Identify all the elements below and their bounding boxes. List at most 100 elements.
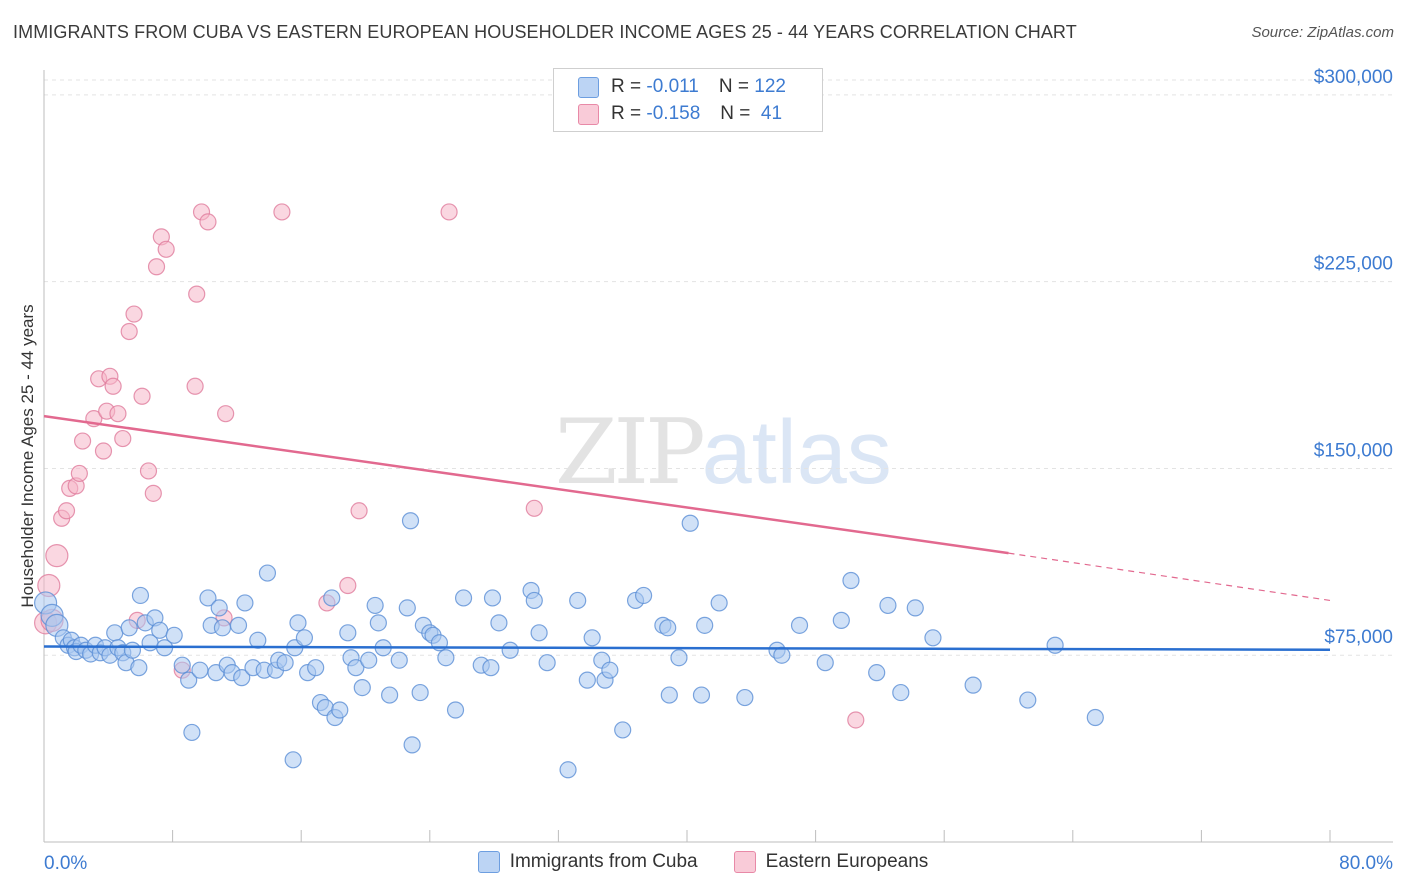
cuba-point bbox=[1046, 636, 1064, 654]
watermark: ZIPatlas bbox=[555, 400, 892, 505]
eastern-point bbox=[125, 305, 143, 323]
legend-r-value: -0.011 bbox=[646, 76, 699, 97]
watermark-zip: ZIP bbox=[555, 400, 706, 505]
legend-r-label: R = bbox=[611, 76, 642, 97]
cuba-point bbox=[210, 599, 228, 617]
y-tick-label: $300,000 bbox=[1314, 67, 1393, 88]
cuba-point bbox=[634, 586, 653, 605]
eastern-point bbox=[120, 322, 138, 341]
cuba-point bbox=[892, 683, 910, 702]
eastern-point bbox=[217, 405, 235, 423]
cuba-point bbox=[454, 589, 473, 607]
eastern-trend-line bbox=[43, 414, 1009, 555]
cuba-point bbox=[490, 614, 508, 632]
cuba-point bbox=[258, 564, 277, 582]
cuba-point bbox=[123, 641, 142, 659]
y-tick-label: $225,000 bbox=[1314, 254, 1393, 275]
series-label-eastern: Eastern Europeans bbox=[765, 851, 929, 872]
cuba-point bbox=[398, 599, 416, 617]
cuba-point bbox=[331, 701, 349, 719]
series-label-cuba: Immigrants from Cuba bbox=[509, 851, 698, 872]
y-tick-label: $150,000 bbox=[1314, 440, 1393, 461]
cuba-point bbox=[323, 589, 341, 607]
cuba-point bbox=[964, 676, 982, 694]
cuba-point bbox=[213, 619, 232, 637]
cuba-point bbox=[736, 688, 754, 707]
eastern-point bbox=[147, 258, 166, 276]
legend-swatch-cuba bbox=[578, 76, 599, 98]
cuba-point bbox=[670, 649, 688, 667]
cuba-point bbox=[339, 624, 357, 642]
cuba-point bbox=[411, 683, 429, 702]
cuba-point bbox=[906, 599, 924, 617]
cuba-point bbox=[130, 659, 148, 677]
eastern-point bbox=[109, 405, 127, 423]
cuba-point bbox=[879, 596, 897, 615]
cuba-point bbox=[681, 514, 699, 532]
cuba-point bbox=[559, 761, 577, 779]
cuba-point bbox=[347, 659, 365, 677]
cuba-point bbox=[120, 619, 138, 637]
cuba-point bbox=[369, 614, 387, 632]
cuba-point bbox=[924, 629, 942, 647]
cuba-point bbox=[360, 651, 378, 669]
cuba-point bbox=[710, 594, 728, 612]
cuba-point bbox=[696, 616, 714, 634]
cuba-point bbox=[289, 614, 307, 632]
eastern-point bbox=[339, 576, 357, 595]
x-tick-label-min: 0.0% bbox=[44, 853, 87, 874]
cuba-point bbox=[295, 629, 314, 647]
cuba-point bbox=[659, 619, 677, 637]
eastern-point bbox=[186, 377, 204, 395]
eastern-point bbox=[440, 203, 458, 221]
cuba-point bbox=[307, 659, 325, 677]
cuba-point bbox=[173, 656, 191, 674]
cuba-point bbox=[151, 621, 169, 639]
cuba-point bbox=[229, 616, 248, 634]
cuba-point bbox=[236, 594, 254, 612]
cuba-point bbox=[191, 661, 209, 679]
cuba-point bbox=[353, 678, 371, 697]
cuba-point bbox=[578, 671, 596, 689]
cuba-point bbox=[276, 654, 294, 672]
cuba-point bbox=[832, 611, 850, 629]
eastern-point bbox=[350, 502, 368, 520]
cuba-point bbox=[183, 723, 201, 742]
cuba-point bbox=[390, 651, 408, 669]
eastern-point bbox=[847, 711, 865, 729]
eastern-point bbox=[114, 429, 132, 448]
cuba-point bbox=[868, 664, 886, 682]
cuba-point bbox=[569, 591, 587, 610]
legend-row-cuba: R = -0.011 N = 122 bbox=[578, 75, 786, 99]
series-swatch-eastern bbox=[733, 851, 756, 873]
cuba-point bbox=[366, 596, 384, 615]
eastern-point bbox=[199, 213, 217, 231]
legend-row-eastern: R = -0.158 N = 41 bbox=[578, 102, 782, 126]
cuba-point bbox=[1019, 691, 1037, 709]
eastern-point bbox=[133, 387, 151, 405]
correlation-legend: R = -0.011 N = 122 R = -0.158 N = 41 bbox=[553, 68, 823, 132]
watermark-atlas: atlas bbox=[701, 403, 892, 503]
legend-swatch-eastern bbox=[578, 103, 599, 125]
x-tick-label-max: 80.0% bbox=[1339, 853, 1393, 874]
cuba-point bbox=[842, 571, 860, 590]
cuba-point bbox=[816, 654, 834, 672]
cuba-point bbox=[483, 589, 502, 607]
eastern-point bbox=[104, 377, 122, 395]
cuba-point bbox=[106, 624, 124, 642]
eastern-point bbox=[57, 502, 76, 520]
y-axis-title: Householder Income Ages 25 - 44 years bbox=[18, 304, 37, 607]
cuba-point bbox=[284, 751, 302, 769]
cuba-trend-line bbox=[43, 645, 1331, 651]
cuba-point bbox=[482, 659, 500, 677]
series-swatch-cuba bbox=[477, 851, 500, 873]
cuba-point bbox=[233, 669, 251, 687]
cuba-point bbox=[131, 586, 150, 605]
source-label: Source: ZipAtlas.com bbox=[1251, 24, 1394, 41]
cuba-point bbox=[692, 686, 711, 704]
eastern-point bbox=[45, 544, 69, 568]
cuba-point bbox=[525, 591, 543, 610]
eastern-trend-extension bbox=[1008, 552, 1331, 602]
eastern-point bbox=[144, 484, 162, 502]
